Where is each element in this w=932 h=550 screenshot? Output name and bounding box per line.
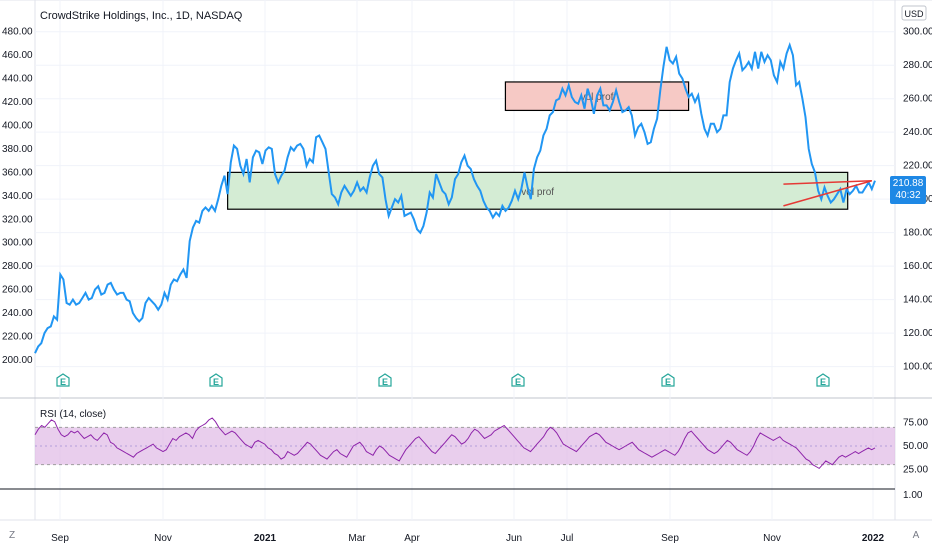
left-axis-tick-label: 480.00 xyxy=(2,27,33,38)
time-axis-tick-label: Nov xyxy=(154,533,172,544)
chart-title: CrowdStrike Holdings, Inc., 1D, NASDAQ xyxy=(40,10,243,22)
rsi-axis-tick-label: 25.00 xyxy=(903,464,928,475)
currency-label: USD xyxy=(904,9,924,19)
left-axis-tick-label: 400.00 xyxy=(2,120,33,131)
left-axis-tick-label: 320.00 xyxy=(2,214,33,225)
left-axis-tick-label: 220.00 xyxy=(2,331,33,342)
right-axis-tick-label: 300.00 xyxy=(903,27,932,38)
auto-scale-button[interactable]: A xyxy=(913,530,920,541)
triangle-lower-line xyxy=(783,180,873,207)
right-axis-tick-label: 240.00 xyxy=(903,127,932,138)
left-axis-tick-label: 440.00 xyxy=(2,74,33,85)
right-axis-tick-label: 260.00 xyxy=(903,94,932,105)
earnings-marker-3 xyxy=(378,373,392,387)
earnings-marker-6 xyxy=(816,373,830,387)
left-axis-tick-label: 340.00 xyxy=(2,191,33,202)
time-axis-tick-label: Jun xyxy=(506,533,522,544)
last-price-label: 210.88 40:32 xyxy=(890,176,926,204)
rsi-line xyxy=(34,417,876,470)
right-axis-tick-label: 100.00 xyxy=(903,362,932,373)
earnings-marker-label-4: E xyxy=(515,377,521,387)
left-axis-tick-label: 420.00 xyxy=(2,97,33,108)
time-axis-tick-label: Jul xyxy=(561,533,574,544)
right-axis-tick-label: 180.00 xyxy=(903,228,932,239)
time-axis-tick-label: Mar xyxy=(348,533,366,544)
right-axis-tick-label: 160.00 xyxy=(903,261,932,272)
left-axis-tick-label: 200.00 xyxy=(2,355,33,366)
bar-countdown: 40:32 xyxy=(895,190,921,201)
time-axis-tick-label: 2021 xyxy=(254,533,277,544)
time-axis[interactable]: Sep Nov 2021 Mar Apr Jun Jul Sep Nov 2022 xyxy=(51,533,884,544)
left-axis-tick-label: 360.00 xyxy=(2,167,33,178)
currency-button[interactable] xyxy=(901,5,927,21)
left-axis-tick-label: 240.00 xyxy=(2,308,33,319)
price-line xyxy=(34,42,876,354)
time-axis-tick-label: 2022 xyxy=(862,533,885,544)
triangle-pattern[interactable] xyxy=(783,179,873,207)
earnings-marker-5 xyxy=(661,373,675,387)
time-axis-tick-label: Nov xyxy=(763,533,781,544)
earnings-marker-label-6: E xyxy=(820,377,826,387)
left-price-axis[interactable]: 480.00 460.00 440.00 420.00 400.00 380.00 360.… xyxy=(2,27,33,366)
left-axis-tick-label: 300.00 xyxy=(2,238,33,249)
last-price-value: 210.88 xyxy=(892,178,924,189)
earnings-marker-1 xyxy=(56,373,70,387)
price-series xyxy=(34,42,876,354)
rsi-pane: 75.00 50.00 25.00 1.00 xyxy=(0,417,928,501)
rsi-axis-tick-label: 75.00 xyxy=(903,418,928,429)
earnings-marker-2 xyxy=(209,373,223,387)
left-axis-tick-label: 280.00 xyxy=(2,261,33,272)
bottom-left-z-button[interactable]: Z xyxy=(9,530,15,541)
time-axis-tick-label: Apr xyxy=(404,533,420,544)
time-axis-tick-label: Sep xyxy=(51,533,69,544)
triangle-upper-line xyxy=(783,179,872,185)
rsi-label: RSI (14, close) xyxy=(40,409,106,420)
right-axis-tick-label: 140.00 xyxy=(903,295,932,306)
right-axis-tick-label: 220.00 xyxy=(903,161,932,172)
earnings-marker-label-1: E xyxy=(60,377,66,387)
rsi-axis-tick-label: 50.00 xyxy=(903,441,928,452)
earnings-marker-4 xyxy=(511,373,525,387)
time-axis-tick-label: Sep xyxy=(661,533,679,544)
earnings-marker-label-5: E xyxy=(665,377,671,387)
vol-prof-label-2: vol prof xyxy=(521,187,554,198)
earnings-marker-label-2: E xyxy=(213,377,219,387)
earnings-marker-label-3: E xyxy=(382,377,388,387)
left-axis-tick-label: 380.00 xyxy=(2,144,33,155)
left-axis-tick-label: 460.00 xyxy=(2,50,33,61)
right-axis-tick-label: 280.00 xyxy=(903,60,932,71)
lower-pane-tick-label: 1.00 xyxy=(903,490,923,501)
left-axis-tick-label: 260.00 xyxy=(2,285,33,296)
right-axis-tick-label: 120.00 xyxy=(903,328,932,339)
